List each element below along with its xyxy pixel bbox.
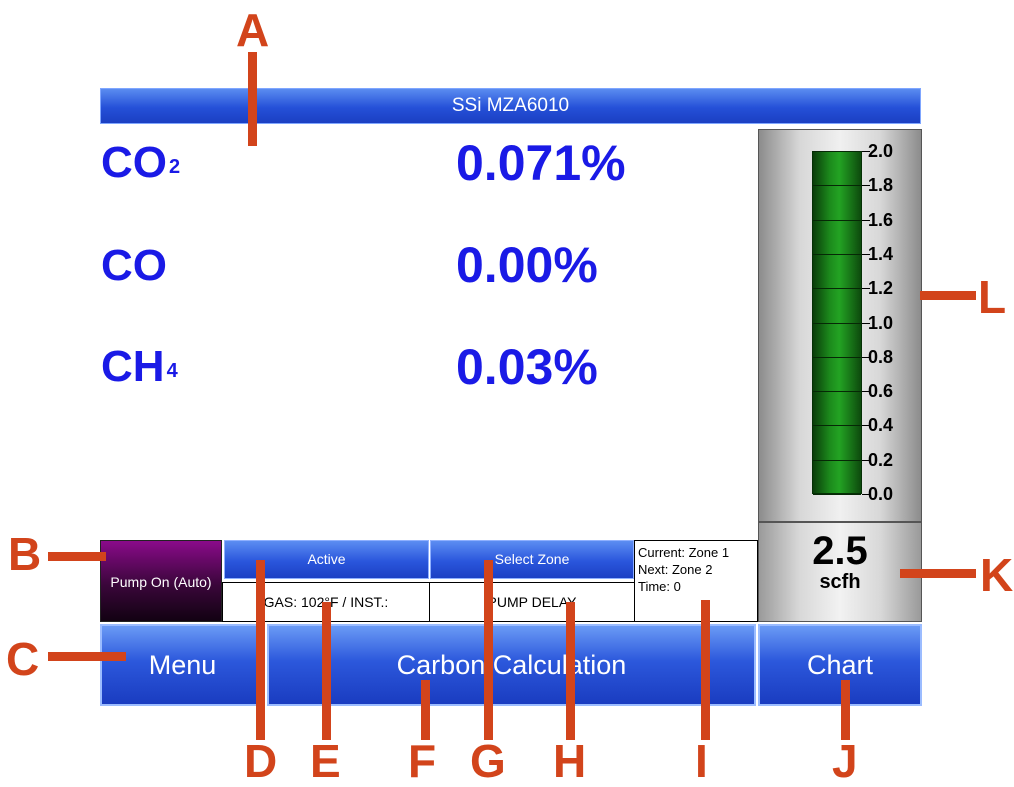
zone-time: Time: 0 (638, 579, 681, 594)
callout-f-line (421, 680, 430, 740)
callout-h: H (553, 735, 587, 787)
gauge-gridline (813, 357, 861, 358)
gauge-tick-label: 1.4 (868, 244, 894, 264)
gauge-gridline (813, 460, 861, 461)
gauge-gridline (813, 254, 861, 255)
pump-mode-button[interactable]: Pump On (Auto) (100, 540, 222, 622)
select-zone-button[interactable]: Select Zone (430, 540, 634, 579)
co2-label: CO 2 (101, 141, 180, 193)
flow-value: 2.5 (812, 529, 868, 573)
co2-value: 0.071% (456, 135, 626, 191)
ch4-label: CH 4 (101, 345, 178, 397)
gauge-tick (862, 220, 870, 221)
callout-e-line (322, 602, 331, 740)
callout-f: F (408, 735, 437, 787)
gauge-tick-label: 2.0 (868, 141, 894, 161)
callout-d: D (244, 735, 278, 787)
gauge-tick (862, 391, 870, 392)
callout-d-line (256, 560, 265, 740)
gauge-tick-label: 1.0 (868, 313, 894, 333)
ch4-name: CH (101, 342, 165, 391)
callout-h-line (566, 602, 575, 740)
gauge-tick-label: 0.0 (868, 484, 894, 504)
callout-g-line (484, 560, 493, 740)
gauge-gridline (813, 425, 861, 426)
gauge-tick-label: 1.6 (868, 210, 894, 230)
gauge-tick-label: 0.8 (868, 347, 894, 367)
gauge-tick (862, 288, 870, 289)
gauge-tick-label: 1.8 (868, 175, 894, 195)
zone-info: Current: Zone 1 Next: Zone 2 Time: 0 (634, 540, 758, 622)
pump-delay-field: PUMP DELAY (429, 582, 635, 622)
gauge-gridline (813, 323, 861, 324)
callout-e: E (310, 735, 341, 787)
gauge-tick (862, 254, 870, 255)
flow-gauge-bar (812, 151, 862, 494)
gauge-tick (862, 357, 870, 358)
gauge-tick (862, 425, 870, 426)
callout-b: B (8, 528, 42, 580)
gauge-tick (862, 460, 870, 461)
menu-button[interactable]: Menu (100, 624, 265, 706)
callout-i-line (701, 600, 710, 740)
callout-j: J (832, 735, 858, 787)
callout-c: C (6, 633, 40, 685)
zone-current: Current: Zone 1 (638, 545, 730, 560)
callout-b-line (48, 552, 106, 561)
gauge-gridline (813, 494, 861, 495)
gauge-gridline (813, 220, 861, 221)
callout-g: G (470, 735, 506, 787)
callout-l-line (920, 291, 976, 300)
co-value: 0.00% (456, 237, 598, 293)
co-label: CO (101, 244, 167, 288)
gauge-tick (862, 185, 870, 186)
co2-subscript: 2 (169, 156, 181, 178)
callout-k: K (980, 549, 1014, 601)
active-button[interactable]: Active (224, 540, 429, 579)
gauge-gridline (813, 151, 861, 152)
callout-l: L (978, 271, 1007, 323)
callout-a-line (248, 52, 257, 146)
gauge-tick-label: 0.6 (868, 381, 894, 401)
callout-j-line (841, 680, 850, 740)
flow-unit: scfh (819, 571, 861, 593)
gauge-tick-label: 0.2 (868, 450, 894, 470)
callout-a: A (236, 4, 270, 56)
gauge-tick (862, 323, 870, 324)
chart-button[interactable]: Chart (758, 624, 922, 706)
ch4-value: 0.03% (456, 339, 598, 395)
title-bar: SSi MZA6010 (100, 88, 921, 124)
gauge-tick (862, 494, 870, 495)
gauge-gridline (813, 288, 861, 289)
callout-c-line (48, 652, 126, 661)
callout-k-line (900, 569, 976, 578)
co2-name: CO (101, 138, 167, 187)
gauge-gridline (813, 391, 861, 392)
gauge-tick-label: 0.4 (868, 415, 894, 435)
carbon-calculation-button[interactable]: Carbon Calculation (267, 624, 756, 706)
gauge-tick (862, 151, 870, 152)
gauge-gridline (813, 185, 861, 186)
flow-readout: 2.5 scfh (758, 522, 922, 622)
co-name: CO (101, 241, 167, 290)
zone-next: Next: Zone 2 (638, 562, 713, 577)
ch4-subscript: 4 (166, 360, 178, 382)
callout-i: I (695, 735, 708, 787)
gauge-tick-label: 1.2 (868, 278, 894, 298)
